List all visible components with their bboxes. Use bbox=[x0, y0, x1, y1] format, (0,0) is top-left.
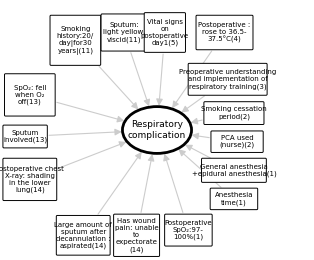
FancyBboxPatch shape bbox=[56, 216, 110, 255]
Text: SpO₂: fell
when O₂
off(13): SpO₂: fell when O₂ off(13) bbox=[14, 85, 46, 105]
FancyBboxPatch shape bbox=[210, 188, 258, 210]
FancyBboxPatch shape bbox=[3, 125, 47, 148]
FancyBboxPatch shape bbox=[4, 74, 55, 116]
Text: PCA used
(nurse)(2): PCA used (nurse)(2) bbox=[219, 135, 255, 148]
Text: Large amount of
sputum after
decannulation :
aspirated(14): Large amount of sputum after decannulati… bbox=[54, 222, 112, 249]
Ellipse shape bbox=[122, 107, 192, 153]
Text: Respiratory
complication: Respiratory complication bbox=[128, 120, 186, 140]
Text: Anesthesia
time(1): Anesthesia time(1) bbox=[215, 192, 253, 206]
Text: Postoperative
SpO₂:97-
100%(1): Postoperative SpO₂:97- 100%(1) bbox=[165, 220, 212, 240]
Text: Smoking
history:20/
day|for30
years|(11): Smoking history:20/ day|for30 years|(11) bbox=[57, 26, 94, 55]
FancyBboxPatch shape bbox=[114, 214, 160, 256]
FancyBboxPatch shape bbox=[196, 15, 253, 50]
Text: Has wound
pain: unable
to
expectorate
(14): Has wound pain: unable to expectorate (1… bbox=[115, 218, 158, 252]
Text: Sputum:
light yellow,
viscid(11): Sputum: light yellow, viscid(11) bbox=[103, 22, 145, 43]
FancyBboxPatch shape bbox=[3, 158, 57, 200]
Text: Vital signs
on
postoperative
day1(5): Vital signs on postoperative day1(5) bbox=[141, 19, 189, 46]
FancyBboxPatch shape bbox=[204, 102, 264, 125]
FancyBboxPatch shape bbox=[188, 63, 267, 95]
Text: Sputum
involved(13): Sputum involved(13) bbox=[3, 130, 47, 143]
FancyBboxPatch shape bbox=[165, 214, 212, 246]
FancyBboxPatch shape bbox=[50, 15, 101, 65]
Text: Preoperative understanding
and implementation of
respiratory training(3): Preoperative understanding and implement… bbox=[179, 69, 276, 89]
Text: General anesthesia
+epidural anesthesia(1): General anesthesia +epidural anesthesia(… bbox=[192, 164, 276, 177]
Text: Postoperative :
rose to 36.5-
37.5°C(4): Postoperative : rose to 36.5- 37.5°C(4) bbox=[198, 22, 251, 43]
FancyBboxPatch shape bbox=[101, 14, 147, 51]
FancyBboxPatch shape bbox=[144, 13, 186, 52]
Text: Postoperative chest
X-ray: shading
in the lower
lung(14): Postoperative chest X-ray: shading in th… bbox=[0, 166, 64, 193]
Text: Smoking cessation
period(2): Smoking cessation period(2) bbox=[201, 106, 267, 120]
FancyBboxPatch shape bbox=[211, 131, 263, 152]
FancyBboxPatch shape bbox=[202, 158, 266, 182]
